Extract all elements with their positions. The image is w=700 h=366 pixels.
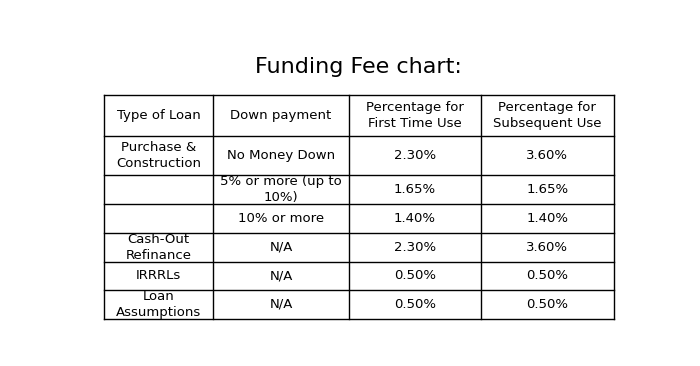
Text: 0.50%: 0.50%	[394, 298, 436, 311]
Text: 1.40%: 1.40%	[394, 212, 436, 225]
Text: 0.50%: 0.50%	[526, 269, 568, 282]
Text: IRRRLs: IRRRLs	[136, 269, 181, 282]
Text: 0.50%: 0.50%	[394, 269, 436, 282]
Text: Purchase &
Construction: Purchase & Construction	[116, 141, 201, 170]
Text: Type of Loan: Type of Loan	[117, 109, 200, 122]
Text: No Money Down: No Money Down	[227, 149, 335, 162]
Text: 3.60%: 3.60%	[526, 241, 568, 254]
Text: Cash-Out
Refinance: Cash-Out Refinance	[125, 233, 192, 262]
Text: Funding Fee chart:: Funding Fee chart:	[256, 57, 462, 76]
Text: 0.50%: 0.50%	[526, 298, 568, 311]
Text: Loan
Assumptions: Loan Assumptions	[116, 290, 201, 319]
Text: 3.60%: 3.60%	[526, 149, 568, 162]
Text: 1.65%: 1.65%	[394, 183, 436, 197]
Text: 1.40%: 1.40%	[526, 212, 568, 225]
Text: N/A: N/A	[270, 269, 293, 282]
Text: N/A: N/A	[270, 298, 293, 311]
Text: 5% or more (up to
10%): 5% or more (up to 10%)	[220, 175, 342, 204]
Text: N/A: N/A	[270, 241, 293, 254]
Text: 2.30%: 2.30%	[394, 241, 436, 254]
Text: 1.65%: 1.65%	[526, 183, 568, 197]
Text: 10% or more: 10% or more	[238, 212, 324, 225]
Text: Percentage for
First Time Use: Percentage for First Time Use	[366, 101, 464, 130]
Text: 2.30%: 2.30%	[394, 149, 436, 162]
Text: Down payment: Down payment	[230, 109, 332, 122]
Text: Percentage for
Subsequent Use: Percentage for Subsequent Use	[494, 101, 602, 130]
